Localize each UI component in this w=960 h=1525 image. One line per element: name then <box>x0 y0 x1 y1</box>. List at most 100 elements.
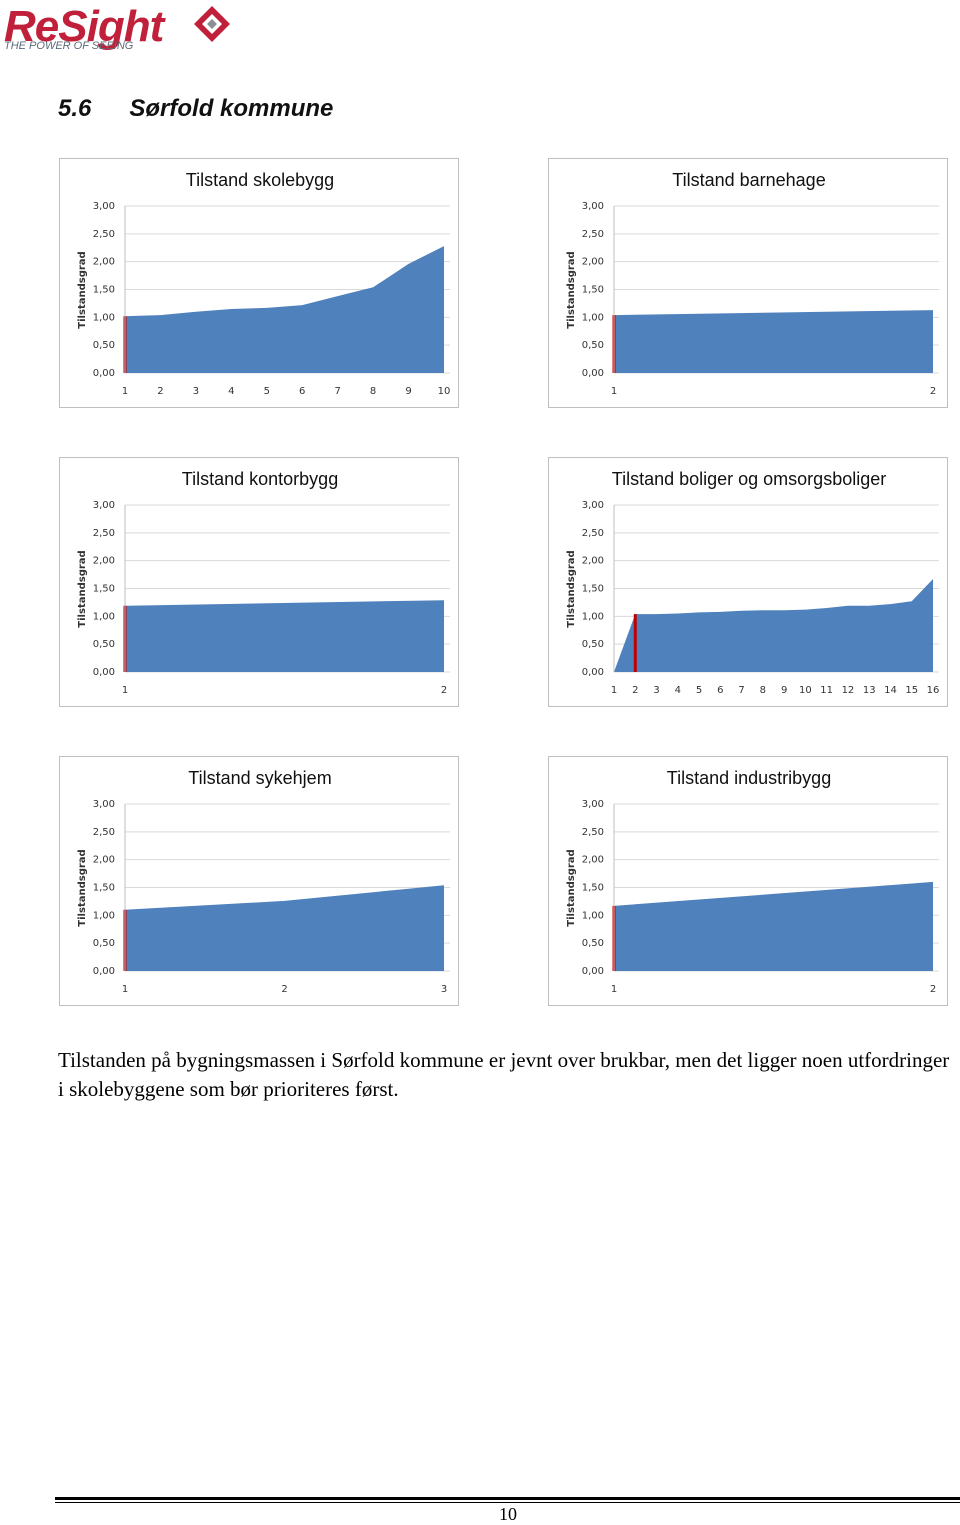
x-tick-label: 6 <box>299 386 305 397</box>
x-tick-label: 3 <box>653 685 659 696</box>
chart-box: 0,00 0,50 1,00 1,50 2,00 2,50 3,00 1 2 Tilstand k… <box>59 457 459 707</box>
y-tick-label: 0,50 <box>93 938 115 949</box>
x-tick-label: 5 <box>264 386 270 397</box>
page-number: 10 <box>499 1504 517 1524</box>
y-tick-label: 0,50 <box>582 340 604 351</box>
paragraph: Tilstanden på bygningsmassen i Sørfold k… <box>58 1048 950 1101</box>
x-tick-label: 2 <box>157 386 163 397</box>
logo-text: ReSight <box>4 2 164 51</box>
chart-title: Tilstand barnehage <box>672 170 825 190</box>
footer-rule <box>55 1502 960 1503</box>
y-axis-label: Tilstandsgrad <box>566 251 577 328</box>
section-title: Sørfold kommune <box>129 95 334 122</box>
y-tick-label: 1,50 <box>582 584 604 595</box>
y-axis-label: Tilstandsgrad <box>566 550 577 627</box>
x-tick-label: 9 <box>405 386 411 397</box>
y-axis-label: Tilstandsgrad <box>77 251 88 328</box>
y-axis-label: Tilstandsgrad <box>77 849 88 926</box>
x-tick-label: 9 <box>781 685 787 696</box>
x-tick-label: 4 <box>675 685 681 696</box>
x-tick-label: 2 <box>281 984 287 995</box>
logo-tagline: THE POWER OF SEEING <box>4 40 134 52</box>
chart-box: 0,00 0,50 1,00 1,50 2,00 2,50 3,00 1 2 Tilstand i… <box>548 756 948 1006</box>
y-tick-label: 0,50 <box>582 639 604 650</box>
y-tick-label: 1,50 <box>582 883 604 894</box>
chart: 0,00 0,50 1,00 1,50 2,00 2,50 3,00 1 2 Tilstand b… <box>566 170 939 397</box>
area <box>614 881 933 971</box>
y-tick-label: 1,00 <box>93 611 115 622</box>
chart-box: 0,00 0,50 1,00 1,50 2,00 2,50 3,00 1 2 3 4 5 6 7 8 9 10 1… <box>548 457 948 707</box>
y-tick-label: 2,50 <box>582 528 604 539</box>
y-tick-label: 3,00 <box>582 201 604 212</box>
chart: 0,00 0,50 1,00 1,50 2,00 2,50 3,00 1 2 3 4 5 6 7 8 9 10 T… <box>77 170 451 397</box>
x-tick-label: 16 <box>927 685 940 696</box>
logo: ReSight THE POWER OF SEEING <box>0 0 240 60</box>
y-axis-label: Tilstandsgrad <box>566 849 577 926</box>
x-tick-label: 1 <box>611 984 617 995</box>
x-tick-label: 1 <box>122 984 128 995</box>
chart-title: Tilstand boliger og omsorgsboliger <box>612 469 886 489</box>
y-tick-label: 3,00 <box>582 500 604 511</box>
chart: 0,00 0,50 1,00 1,50 2,00 2,50 3,00 1 2 3 4 5 6 7 8 9 10 1… <box>566 469 940 696</box>
y-tick-label: 1,50 <box>93 584 115 595</box>
y-tick-label: 2,50 <box>582 827 604 838</box>
x-tick-label: 12 <box>842 685 855 696</box>
y-tick-label: 2,50 <box>93 229 115 240</box>
y-tick-label: 3,00 <box>93 500 115 511</box>
area <box>614 579 933 672</box>
chart-box: 0,00 0,50 1,00 1,50 2,00 2,50 3,00 1 2 3 Tilstand … <box>59 756 459 1006</box>
y-tick-label: 0,00 <box>582 667 604 678</box>
y-tick-label: 0,00 <box>582 966 604 977</box>
y-axis-label: Tilstandsgrad <box>77 550 88 627</box>
area <box>614 310 933 373</box>
logo-icon <box>194 6 230 42</box>
area <box>125 885 444 971</box>
x-tick-label: 6 <box>717 685 723 696</box>
y-tick-label: 2,50 <box>93 827 115 838</box>
x-tick-label: 10 <box>799 685 812 696</box>
x-tick-label: 5 <box>696 685 702 696</box>
x-tick-label: 15 <box>905 685 918 696</box>
y-tick-label: 1,00 <box>93 910 115 921</box>
x-tick-label: 2 <box>930 984 936 995</box>
y-tick-label: 2,50 <box>93 528 115 539</box>
y-tick-label: 0,00 <box>93 667 115 678</box>
y-tick-label: 2,00 <box>582 556 604 567</box>
y-tick-label: 0,50 <box>582 938 604 949</box>
chart-title: Tilstand industribygg <box>667 768 831 788</box>
x-tick-label: 10 <box>438 386 451 397</box>
chart-title: Tilstand kontorbygg <box>182 469 338 489</box>
x-tick-label: 3 <box>193 386 199 397</box>
chart: 0,00 0,50 1,00 1,50 2,00 2,50 3,00 1 2 3 Tilstand … <box>77 768 450 995</box>
x-tick-label: 2 <box>441 685 447 696</box>
y-tick-label: 2,50 <box>582 229 604 240</box>
y-tick-label: 3,00 <box>93 799 115 810</box>
chart-title: Tilstand skolebygg <box>186 170 334 190</box>
y-tick-label: 0,50 <box>93 639 115 650</box>
area <box>125 246 444 373</box>
section-heading: 5.6 Sørfold kommune <box>58 95 333 123</box>
x-tick-label: 2 <box>632 685 638 696</box>
chart: 0,00 0,50 1,00 1,50 2,00 2,50 3,00 1 2 Tilstand k… <box>77 469 450 696</box>
section-number: 5.6 <box>58 95 92 122</box>
x-tick-label: 1 <box>122 386 128 397</box>
x-tick-label: 8 <box>760 685 766 696</box>
x-tick-label: 1 <box>122 685 128 696</box>
y-tick-label: 1,00 <box>93 312 115 323</box>
x-tick-label: 1 <box>611 386 617 397</box>
x-tick-label: 7 <box>738 685 744 696</box>
x-tick-label: 13 <box>863 685 876 696</box>
y-tick-label: 0,00 <box>93 368 115 379</box>
y-tick-label: 1,00 <box>582 611 604 622</box>
y-tick-label: 0,00 <box>582 368 604 379</box>
chart: 0,00 0,50 1,00 1,50 2,00 2,50 3,00 1 2 Tilstand i… <box>566 768 939 995</box>
y-tick-label: 1,50 <box>93 285 115 296</box>
x-tick-label: 7 <box>334 386 340 397</box>
y-tick-label: 1,50 <box>582 285 604 296</box>
y-tick-label: 0,00 <box>93 966 115 977</box>
y-tick-label: 2,00 <box>582 257 604 268</box>
y-tick-label: 2,00 <box>582 855 604 866</box>
y-tick-label: 2,00 <box>93 855 115 866</box>
x-tick-label: 11 <box>820 685 833 696</box>
